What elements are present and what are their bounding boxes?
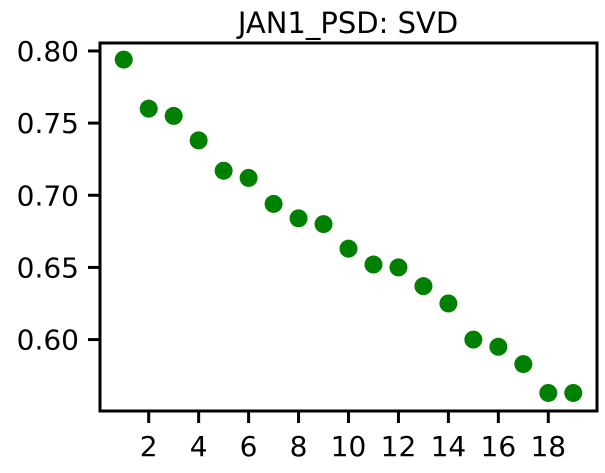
data-point bbox=[139, 99, 158, 118]
data-point bbox=[214, 161, 233, 180]
y-tick-label: 0.70 bbox=[17, 179, 79, 212]
data-point bbox=[339, 239, 358, 258]
x-tick-label: 10 bbox=[331, 430, 367, 463]
data-points bbox=[114, 50, 583, 402]
x-tick-label: 14 bbox=[431, 430, 467, 463]
data-point bbox=[264, 194, 283, 213]
plot-frame bbox=[98, 41, 599, 413]
y-tick-label: 0.60 bbox=[17, 324, 79, 357]
data-point bbox=[314, 215, 333, 234]
data-point bbox=[289, 209, 308, 228]
y-tick-label: 0.65 bbox=[17, 251, 79, 284]
data-point bbox=[464, 330, 483, 349]
x-tick-label: 4 bbox=[190, 430, 208, 463]
data-point bbox=[414, 277, 433, 296]
y-tick-label: 0.80 bbox=[17, 35, 79, 68]
x-tick-label: 8 bbox=[290, 430, 308, 463]
data-point bbox=[389, 258, 408, 277]
x-tick-label: 12 bbox=[381, 430, 417, 463]
data-point bbox=[539, 383, 558, 402]
data-point bbox=[164, 106, 183, 125]
data-point bbox=[489, 337, 508, 356]
data-point bbox=[189, 131, 208, 150]
chart-title: JAN1_PSD: SVD bbox=[236, 6, 458, 40]
x-axis: 2 4 6 8 10 12 14 16 18 bbox=[140, 411, 566, 463]
x-tick-label: 6 bbox=[240, 430, 258, 463]
x-tick-label: 18 bbox=[530, 430, 566, 463]
x-tick-label: 16 bbox=[481, 430, 517, 463]
x-tick-label: 2 bbox=[140, 430, 158, 463]
data-point bbox=[564, 383, 583, 402]
y-tick-label: 0.75 bbox=[17, 107, 79, 140]
data-point bbox=[514, 355, 533, 374]
data-point bbox=[114, 50, 133, 69]
data-point bbox=[239, 168, 258, 187]
y-axis: 0.60 0.65 0.70 0.75 0.80 bbox=[17, 35, 100, 357]
data-point bbox=[439, 294, 458, 313]
data-point bbox=[364, 255, 383, 274]
